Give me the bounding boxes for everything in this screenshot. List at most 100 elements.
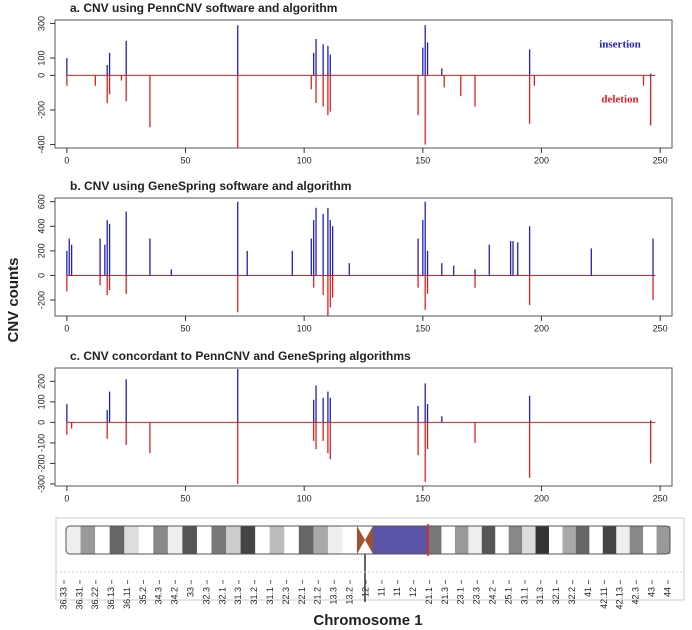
ideogram-band — [124, 526, 140, 554]
y-tick-label: 600 — [36, 194, 46, 209]
ideogram-band — [342, 526, 358, 554]
band-label: 34.3 — [154, 587, 164, 605]
ideogram-band — [226, 526, 241, 554]
ideogram-band — [66, 526, 81, 554]
x-tick-label: 250 — [653, 323, 668, 333]
ideogram-band — [182, 526, 198, 554]
y-tick-label: 300 — [36, 16, 46, 31]
plot-frame — [54, 19, 673, 149]
x-tick-label: 200 — [534, 493, 549, 503]
band-label: 36.33 — [58, 587, 68, 610]
ideogram-band — [468, 526, 483, 554]
band-label: 25.1 — [503, 587, 513, 605]
ideogram-band — [211, 526, 227, 554]
chart-title: a. CNV using PennCNV software and algori… — [70, 1, 337, 15]
ideogram-band — [454, 526, 469, 554]
ideogram-band — [298, 526, 314, 554]
band-label: 23.3 — [472, 587, 482, 605]
y-tick-label: 200 — [36, 374, 46, 389]
legend-label: deletion — [601, 94, 638, 106]
ideogram-band — [643, 526, 657, 554]
ideogram-band — [167, 526, 183, 554]
y-tick-label: 400 — [36, 219, 46, 234]
y-tick-label: -100 — [36, 434, 46, 452]
y-tick-label: -200 — [36, 291, 46, 309]
y-tick-label: 100 — [36, 394, 46, 409]
ideogram-band — [240, 526, 256, 554]
ideogram-band — [656, 526, 671, 554]
ideogram-band — [616, 526, 630, 554]
y-tick-label: 0 — [36, 273, 46, 278]
band-label: 32.1 — [217, 587, 227, 605]
y-tick-label: 100 — [36, 51, 46, 66]
x-axis-label: Chromosome 1 — [313, 612, 422, 629]
ideogram-band — [575, 526, 590, 554]
band-label: 44 — [662, 587, 672, 597]
band-label: 31.2 — [249, 587, 259, 605]
x-tick-label: 50 — [181, 155, 191, 165]
band-label: 12 — [360, 587, 370, 597]
ideogram-outline — [65, 525, 671, 555]
ideogram-band — [80, 526, 96, 554]
band-label: 12 — [408, 587, 418, 597]
band-label: 23.1 — [456, 587, 466, 605]
ideogram-frame — [55, 517, 685, 601]
band-label: 34.2 — [170, 587, 180, 605]
band-label: 32.1 — [551, 587, 561, 605]
band-label: 24.2 — [488, 587, 498, 605]
ideogram-band — [255, 526, 270, 554]
band-label: 31.1 — [519, 587, 529, 605]
band-label: 42.3 — [631, 587, 641, 605]
ideogram-band — [562, 526, 577, 554]
ideogram-band — [508, 526, 523, 554]
x-tick-label: 50 — [181, 323, 191, 333]
ideogram-band — [535, 526, 550, 554]
band-label: 36.13 — [106, 587, 116, 610]
x-tick-label: 0 — [64, 323, 69, 333]
ideogram-band — [269, 526, 285, 554]
band-label: 42.13 — [615, 587, 625, 610]
x-tick-label: 100 — [297, 323, 312, 333]
ideogram-band — [284, 526, 300, 554]
y-tick-label: 200 — [36, 243, 46, 258]
ideogram-band — [109, 526, 125, 554]
band-label: 22.1 — [297, 587, 307, 605]
band-label: 33 — [186, 587, 196, 597]
band-label: 31.3 — [233, 587, 243, 605]
band-label: 42.11 — [599, 587, 609, 609]
ideogram-band — [196, 526, 212, 554]
band-label: 13.3 — [329, 587, 339, 605]
y-tick-label: -400 — [36, 136, 46, 154]
ideogram-band — [327, 526, 343, 554]
ideogram-band — [95, 526, 110, 554]
band-label: 43 — [646, 587, 656, 597]
y-axis-label: CNV counts — [5, 257, 22, 342]
ideogram-band — [549, 526, 563, 554]
x-tick-label: 50 — [181, 493, 191, 503]
band-label: 31.1 — [265, 587, 275, 605]
x-tick-label: 250 — [653, 155, 668, 165]
band-label: 21.3 — [440, 587, 450, 605]
plot-frame — [54, 367, 673, 487]
x-tick-label: 0 — [64, 155, 69, 165]
ideogram-band — [138, 526, 154, 554]
band-label: 32.3 — [201, 587, 211, 605]
ideogram-band — [428, 526, 442, 554]
ideogram-band — [441, 526, 456, 554]
legend-label: insertion — [599, 39, 641, 51]
y-tick-label: -200 — [36, 454, 46, 472]
plot-frame — [54, 197, 673, 317]
y-tick-label: 0 — [36, 73, 46, 78]
ideogram-band — [313, 526, 329, 554]
ideogram-band — [522, 526, 536, 554]
band-label: 41 — [583, 587, 593, 597]
x-tick-label: 150 — [415, 323, 430, 333]
band-label: 36.31 — [74, 587, 84, 610]
x-tick-label: 0 — [64, 493, 69, 503]
band-label: 11 — [376, 587, 386, 596]
ideogram-band — [495, 526, 509, 554]
band-label: 11 — [392, 587, 402, 596]
chart-title: c. CNV concordant to PennCNV and GeneSpr… — [70, 349, 411, 363]
ideogram-band — [602, 526, 617, 554]
